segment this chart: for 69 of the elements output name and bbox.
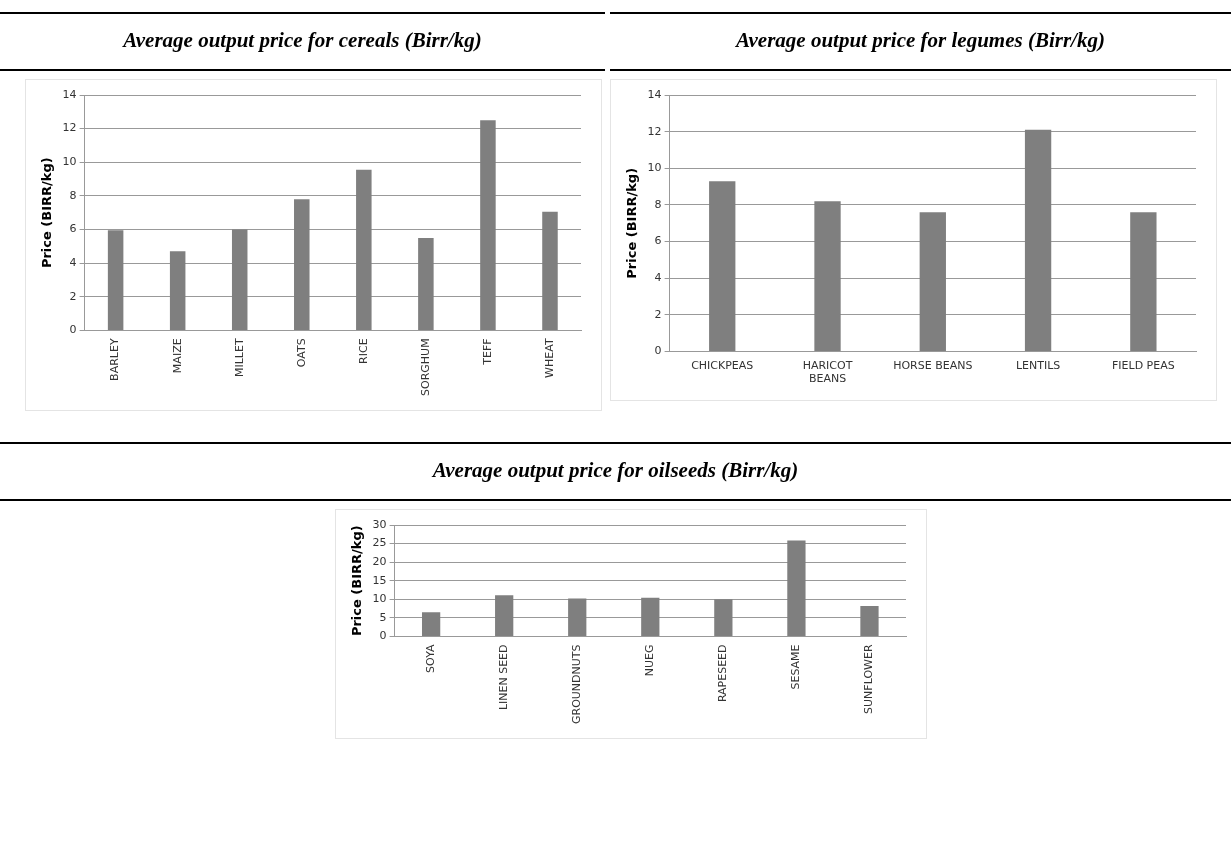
- y-tick-label: 30: [372, 517, 387, 531]
- x-tick-label: RICE: [356, 338, 370, 364]
- y-tick-label: 0: [654, 344, 662, 358]
- x-tick-label: RAPESEED: [716, 644, 730, 703]
- bar: [418, 237, 434, 330]
- y-tick-label: 2: [654, 307, 662, 321]
- bar: [1024, 129, 1052, 352]
- x-tick-label: LINEN SEED: [497, 644, 511, 711]
- y-axis-title: Price (BIRR/kg): [39, 157, 55, 269]
- y-tick-label: 15: [372, 573, 387, 587]
- y-tick-label: 10: [372, 592, 387, 606]
- bar: [107, 230, 124, 330]
- y-tick-label: 0: [379, 629, 387, 643]
- x-tick-label: HORSE BEANS: [893, 359, 973, 373]
- y-tick-label: 6: [654, 234, 662, 248]
- y-tick-label: 6: [69, 222, 77, 236]
- x-tick-label: MILLET: [232, 338, 246, 378]
- y-tick-label: 8: [654, 197, 662, 211]
- y-tick-label: 4: [654, 271, 662, 285]
- x-tick-label: FIELD PEAS: [1112, 359, 1175, 373]
- y-tick-label: 10: [647, 161, 662, 175]
- bar: [714, 599, 733, 636]
- y-tick-label: 10: [62, 155, 77, 169]
- x-tick-label: OATS: [294, 338, 308, 368]
- bar: [1130, 212, 1157, 352]
- x-tick-label: SORGHUM: [418, 338, 432, 396]
- y-tick-label: 0: [69, 323, 77, 337]
- x-tick-label: CHICKPEAS: [691, 359, 754, 373]
- x-tick-label: NUEG: [643, 644, 657, 677]
- x-tick-label: LENTILS: [1015, 359, 1061, 373]
- bar: [480, 120, 496, 330]
- y-tick-label: 20: [372, 555, 387, 569]
- x-tick-label: SESAME: [789, 644, 803, 690]
- y-axis-title: Price (BIRR/kg): [624, 167, 640, 279]
- x-tick-label: GROUNDNUTS: [570, 644, 584, 725]
- y-tick-label: 8: [69, 188, 77, 202]
- y-tick-label: 12: [62, 121, 77, 135]
- bar: [568, 598, 587, 636]
- bar: [814, 201, 841, 352]
- y-tick-label: 2: [69, 289, 77, 303]
- bar: [709, 181, 736, 352]
- y-tick-label: 4: [69, 255, 77, 269]
- chart-title: Average output price for cereals (Birr/kg): [0, 12, 605, 71]
- bar: [495, 595, 514, 636]
- bar: [641, 597, 660, 636]
- y-tick-label: 14: [647, 87, 662, 101]
- bar: [356, 169, 372, 330]
- bar: [421, 612, 441, 636]
- y-axis-title: Price (BIRR/kg): [349, 525, 365, 637]
- bar: [169, 251, 186, 330]
- x-tick-label: TEFF: [480, 338, 494, 366]
- chart-title: Average output price for oilseeds (Birr/kg): [0, 442, 1231, 501]
- bar: [787, 540, 806, 636]
- x-tick-label: HARICOT BEANS: [802, 359, 853, 386]
- y-tick-label: 14: [62, 87, 77, 101]
- y-tick-label: 25: [372, 536, 387, 550]
- x-tick-label: MAIZE: [170, 338, 184, 374]
- bar: [542, 211, 558, 330]
- bar: [919, 212, 946, 352]
- x-tick-label: WHEAT: [542, 338, 556, 378]
- x-tick-label: SUNFLOWER: [862, 644, 876, 714]
- bar: [860, 605, 879, 636]
- x-tick-label: SOYA: [423, 643, 437, 673]
- y-tick-label: 12: [647, 124, 662, 138]
- bar: [231, 229, 248, 330]
- chart-title: Average output price for legumes (Birr/kg): [610, 12, 1231, 71]
- y-tick-label: 5: [379, 610, 387, 624]
- bar: [294, 199, 310, 330]
- x-tick-label: BARLEY: [108, 338, 122, 381]
